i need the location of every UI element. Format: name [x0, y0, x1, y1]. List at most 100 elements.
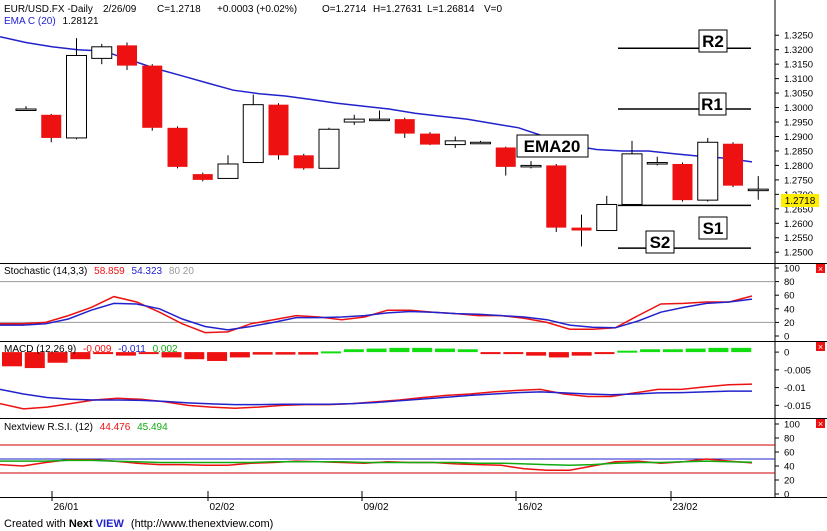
ema-legend: EMA C (20) 1.28121: [4, 16, 99, 27]
price-tick-label: 1.2500: [784, 248, 813, 259]
candle: [520, 161, 542, 169]
candle-body-down: [268, 104, 289, 156]
ema-legend-label: EMA C (20): [4, 16, 56, 27]
macd-bar-negative: [93, 352, 114, 355]
macd-series-signal: [0, 388, 752, 406]
macd-bar-positive: [343, 349, 364, 353]
rsi-tick-label: 60: [784, 448, 795, 459]
candle-body-up: [747, 188, 769, 192]
macd-bar-negative: [503, 352, 524, 355]
stochastic-lines: [0, 295, 753, 334]
candle-body-up: [470, 141, 491, 145]
candle: [41, 113, 62, 143]
r2-annotation: R2: [698, 29, 728, 53]
header-volume: V=0: [484, 4, 503, 15]
header-close: C=1.2718: [157, 4, 201, 15]
macd-v2: -0.011: [118, 344, 146, 355]
macd-close-button[interactable]: ×: [816, 342, 825, 352]
macd-bar-negative: [526, 352, 547, 356]
stochastic-close-button[interactable]: ×: [816, 264, 825, 274]
candle: [318, 127, 340, 169]
candle: [117, 42, 137, 70]
close-icon: ×: [818, 264, 823, 274]
rsi-tick-label: 40: [784, 462, 795, 473]
macd-tick-label: -0.005: [784, 365, 811, 376]
macd-v1: -0.009: [83, 344, 112, 355]
r1-annotation: R1: [698, 92, 727, 116]
macd-bar-negative: [207, 352, 228, 361]
candle: [697, 137, 719, 202]
rsi-legend: Nextview R.S.I. (12) 44.476 45.494: [4, 422, 168, 433]
price-tick-label: 1.2900: [784, 132, 813, 143]
support-resistance-levels: [618, 47, 751, 249]
candle-body-up: [217, 163, 239, 179]
rsi-tick-label: 0: [784, 490, 789, 501]
date-axis: 26/01 02/02 09/02 16/02 23/02: [51, 491, 698, 513]
footer-url: (http://www.thenextview.com): [131, 518, 273, 530]
candle-body-down: [571, 227, 592, 231]
candle-body-up: [91, 46, 113, 59]
price-axis: 1.3250 1.3200 1.3150 1.3100 1.3050 1.3000 1.29…: [775, 31, 813, 259]
candle-body-up: [318, 128, 340, 169]
macd-bar-positive: [321, 351, 342, 354]
candle-body-up: [343, 118, 365, 123]
stochastic-tick-label: 40: [784, 304, 795, 315]
s2-label: S2: [650, 233, 671, 252]
stochastic-k: 58.859: [94, 266, 125, 277]
date-tick-label: 26/01: [53, 502, 78, 513]
price-tick-label: 1.2750: [784, 175, 813, 186]
candle-body-up: [15, 108, 37, 112]
ema20-annot-label: EMA20: [524, 137, 581, 156]
ema20-annotation: EMA20: [516, 134, 589, 158]
stochastic-tick-label: 100: [784, 264, 800, 275]
candle-body-up: [596, 203, 618, 232]
macd-bar-negative: [275, 352, 296, 355]
header-high: H=1.27631: [373, 4, 423, 15]
candle: [192, 172, 213, 182]
candle-body-down: [117, 45, 137, 66]
macd-bar-positive: [617, 350, 638, 353]
footer-prefix: Created with: [4, 518, 69, 530]
candle: [66, 38, 87, 140]
candle-body-down: [420, 133, 440, 145]
r1-label: R1: [701, 95, 723, 114]
date-tick-label: 09/02: [363, 502, 388, 513]
candle: [571, 214, 592, 247]
macd-bar-negative: [480, 352, 501, 355]
candle: [596, 195, 618, 232]
candle: [142, 64, 163, 131]
close-icon: ×: [818, 419, 823, 429]
macd-tick-label: -0.015: [784, 401, 811, 412]
candle-body-down: [672, 163, 693, 201]
price-tick-label: 1.3150: [784, 60, 813, 71]
macd-bar-negative: [571, 352, 592, 356]
symbol: EUR/USD.FX -Daily: [4, 4, 93, 15]
stochastic-tick-label: 60: [784, 291, 795, 302]
candle: [167, 126, 188, 169]
macd-legend: MACD (12,26,9) -0.009 -0.011 0.002: [4, 344, 178, 355]
price-tick-label: 1.2600: [784, 219, 813, 230]
panel-frames: [0, 0, 827, 498]
rsi-close-button[interactable]: ×: [816, 419, 825, 429]
candle: [470, 140, 491, 145]
ema-legend-value: 1.28121: [62, 16, 99, 27]
macd-histogram: [2, 347, 752, 369]
header-low: L=1.26814: [427, 4, 475, 15]
candle-body-up: [646, 162, 668, 165]
price-tick-label: 1.3250: [784, 31, 813, 42]
rsi-grid: [0, 444, 775, 474]
candle: [672, 162, 693, 202]
candle-body-up: [621, 153, 643, 205]
macd-bar-positive: [389, 347, 410, 353]
stochastic-label: Stochastic (14,3,3): [4, 266, 87, 277]
candle-body-down: [142, 65, 163, 128]
stochastic-tick-label: 20: [784, 318, 795, 329]
rsi-series-signal: [0, 459, 753, 467]
macd-bar-positive: [457, 349, 478, 353]
stochastic-legend: Stochastic (14,3,3) 58.859 54.323 80 20: [4, 266, 194, 277]
header-open: O=1.2714: [322, 4, 367, 15]
rsi-label: Nextview R.S.I. (12): [4, 422, 93, 433]
stochastic-d: 54.323: [132, 266, 163, 277]
date-tick-label: 16/02: [517, 502, 542, 513]
candle: [15, 106, 37, 112]
